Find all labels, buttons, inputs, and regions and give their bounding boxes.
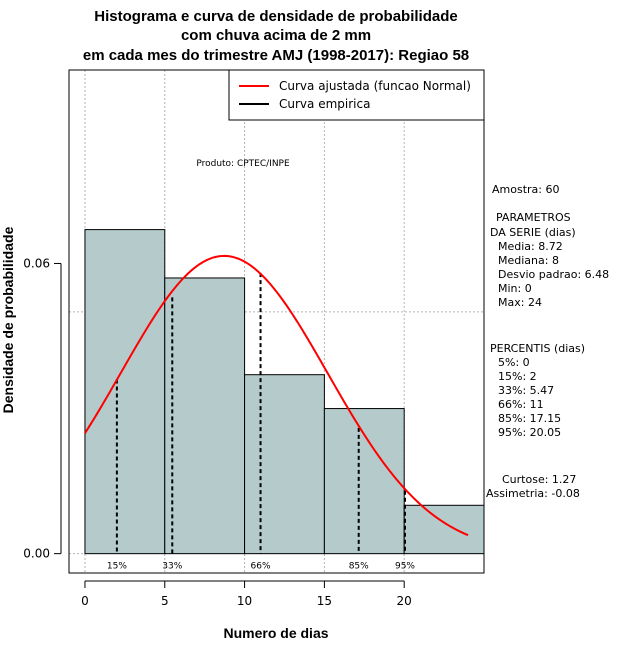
y-axis-label: Densidade de probabilidade (0, 226, 16, 413)
x-tick-label-5: 5 (161, 594, 169, 608)
stat-mediana: Mediana: 8 (498, 254, 559, 267)
normal-curve (84, 254, 469, 537)
x-tick-label-0: 0 (81, 594, 89, 608)
stat-max: Max: 24 (498, 296, 542, 309)
stat-p15: 15%: 2 (498, 370, 537, 383)
stat-desvio: Desvio padrao: 6.48 (498, 268, 609, 281)
y-tick-label-1: 0.06 (23, 256, 50, 270)
histogram-bar-4 (323, 408, 405, 555)
stat-p95: 95%: 20.05 (498, 426, 561, 439)
stat-min: Min: 0 (498, 282, 532, 295)
histogram-bar-5 (403, 504, 485, 555)
stat-params-title-2: DA SERIE (dias) (490, 226, 576, 239)
stat-curtose: Curtose: 1.27 (502, 473, 576, 486)
stat-assimetria: Assimetria: -0.08 (486, 487, 580, 500)
histogram-bar-2 (164, 277, 246, 555)
stat-p5: 5%: 0 (498, 356, 530, 369)
percentile-lines: 15% 33% 66% 85% 95% (107, 273, 415, 572)
percentile-label-15: 15% (107, 562, 127, 572)
percentile-label-95: 95% (395, 562, 415, 572)
stat-amostra: Amostra: 60 (492, 183, 559, 196)
percentile-label-66: 66% (251, 562, 271, 572)
x-tick-label-15: 15 (317, 594, 332, 608)
legend: Curva ajustada (funcao Normal) Curva emp… (228, 69, 485, 121)
legend-label-empirical: Curva empirica (279, 97, 370, 111)
stats-panel: Amostra: 60 PARAMETROS DA SERIE (dias) M… (486, 183, 609, 500)
stat-media: Media: 8.72 (498, 240, 563, 253)
stat-p85: 85%: 17.15 (498, 412, 561, 425)
axes: 0 5 10 15 20 0.00 0.06 (23, 256, 412, 608)
x-tick-label-10: 10 (237, 594, 252, 608)
histogram-bar-1 (84, 229, 166, 555)
chart-title-line-2: com chuva acima de 2 mm (181, 27, 371, 44)
y-tick-label-0: 0.00 (23, 547, 50, 561)
product-annotation: Produto: CPTEC/INPE (196, 159, 290, 169)
legend-label-normal: Curva ajustada (funcao Normal) (279, 79, 471, 93)
histogram-bars (84, 229, 485, 555)
percentile-label-85: 85% (349, 562, 369, 572)
stat-p66: 66%: 11 (498, 398, 544, 411)
x-tick-label-20: 20 (397, 594, 412, 608)
chart-title-line-1: Histograma e curva de densidade de proba… (94, 8, 457, 25)
histogram-bar-3 (244, 374, 325, 555)
percentile-label-33: 33% (162, 562, 182, 572)
stat-p33: 33%: 5.47 (498, 384, 554, 397)
stat-percentis-title: PERCENTIS (dias) (490, 342, 585, 355)
x-axis-label: Numero de dias (223, 625, 328, 641)
chart-title-line-3: em cada mes do trimestre AMJ (1998-2017)… (83, 47, 469, 64)
legend-box (228, 69, 485, 121)
stat-params-title-1: PARAMETROS (496, 211, 571, 224)
